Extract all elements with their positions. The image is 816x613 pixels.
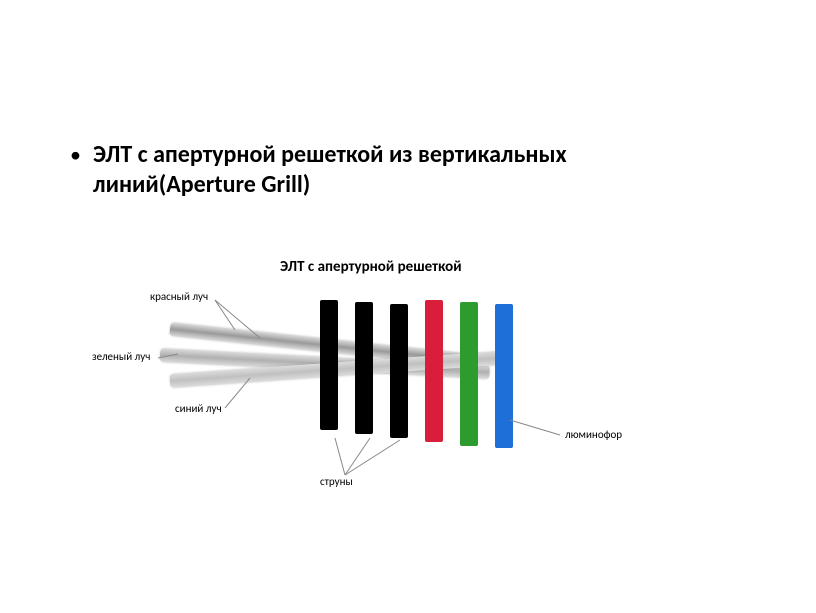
bullet-list-item: • ЭЛТ с апертурной решеткой из вертикаль… [70, 140, 693, 200]
callout-lines [120, 280, 680, 500]
aperture-grill-diagram: красный луч зеленый луч синий луч струны… [120, 280, 680, 500]
label-red-beam: красный луч [150, 290, 208, 303]
diagram-title: ЭЛТ с апертурной решеткой [280, 258, 462, 276]
bullet-text: ЭЛТ с апертурной решеткой из вертикальны… [93, 140, 693, 200]
bullet-glyph: • [70, 140, 81, 170]
label-phosphor: люминофор [565, 428, 622, 441]
label-green-beam: зеленый луч [92, 350, 150, 363]
label-blue-beam: синий луч [175, 402, 222, 415]
label-strings: струны [320, 475, 353, 488]
